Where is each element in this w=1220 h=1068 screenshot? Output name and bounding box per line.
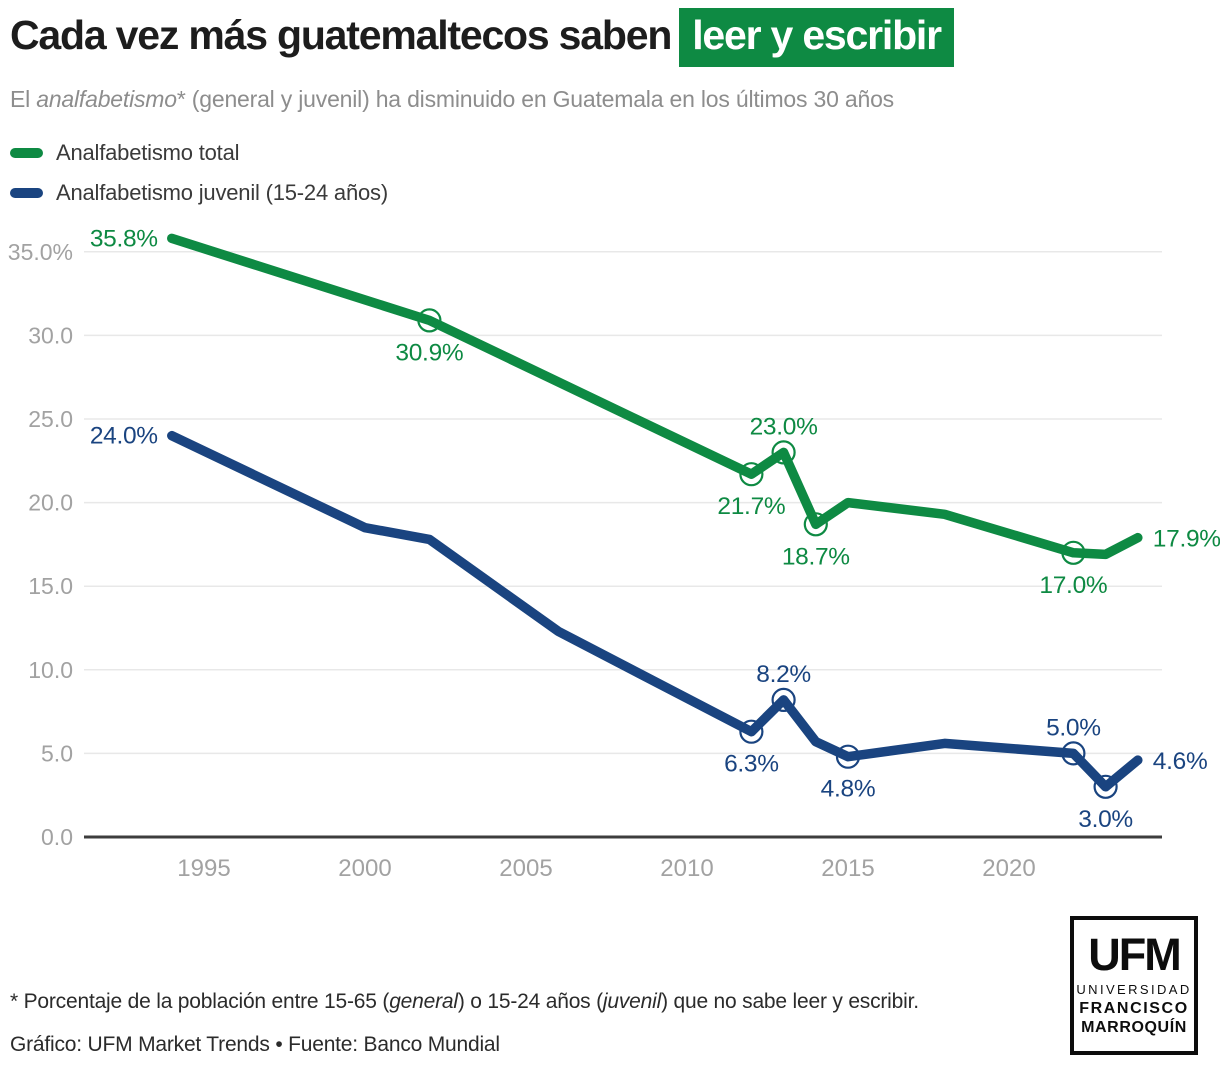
data-label-juvenil: 6.3% [724,751,779,778]
logo-ufm-text: UFM [1088,929,1181,981]
point-marker-total [739,462,764,487]
data-label-total: 23.0% [750,413,818,440]
y-tick-label: 25.0 [28,406,73,432]
y-tick-label: 20.0 [28,490,73,516]
y-tick-label: 15.0 [28,573,73,599]
subtitle-italic-word: analfabetismo [36,86,177,112]
point-marker-juvenil [1093,774,1118,799]
point-marker-total [417,308,442,333]
page-title-main: Cada vez más guatemaltecos saben [10,12,672,58]
legend-item-total: Analfabetismo total [10,140,388,166]
point-marker-total [803,512,828,537]
footnote-text-2: ) o 15-24 años ( [457,990,603,1013]
point-marker-total [1061,540,1086,565]
data-label-total: 35.8% [90,225,158,252]
legend-swatch-total-icon [10,148,43,158]
data-label-juvenil: 24.0% [90,423,158,450]
data-label-juvenil: 4.6% [1153,748,1208,775]
credit-line: Gráfico: UFM Market Trends • Fuente: Ban… [10,1033,500,1056]
y-tick-label: 35.0% [8,239,73,265]
data-label-total: 30.9% [395,339,463,366]
data-label-juvenil: 4.8% [821,776,876,803]
logo-francisco-text: FRANCISCO [1079,999,1189,1017]
data-label-juvenil: 5.0% [1046,714,1101,741]
y-tick-label: 30.0 [28,322,73,348]
footnote-text-3: ) que no sabe leer y escribir. [661,990,919,1013]
chart-subtitle: El analfabetismo* (general y juvenil) ha… [10,86,894,113]
legend-label-total: Analfabetismo total [56,140,240,165]
logo-marroquin-text: MARROQUÍN [1081,1018,1187,1036]
title-highlight: leer y escribir [679,8,954,67]
data-label-total: 17.0% [1039,572,1107,599]
page-title: Cada vez más guatemaltecos saben leer y e… [10,8,954,67]
footnote-italic-juvenil: juvenil [602,990,662,1013]
data-label-total: 17.9% [1153,526,1220,553]
logo-universidad-text: UNIVERSIDAD [1076,981,1192,997]
data-label-total: 21.7% [717,493,785,520]
series-line-total [167,233,1143,560]
footnote: * Porcentaje de la población entre 15-65… [10,990,919,1014]
legend-label-juvenil: Analfabetismo juvenil (15-24 años) [56,180,388,205]
ufm-logo: UFM UNIVERSIDAD FRANCISCO MARROQUÍN [1070,916,1198,1055]
data-label-juvenil: 3.0% [1078,806,1133,833]
point-marker-juvenil [835,744,861,769]
data-label-total: 18.7% [782,543,850,570]
footnote-text: * Porcentaje de la población entre 15-65… [10,990,390,1013]
legend-swatch-juvenil-icon [10,188,43,198]
y-tick-label: 5.0 [41,740,73,766]
legend-item-juvenil: Analfabetismo juvenil (15-24 años) [10,180,388,206]
subtitle-text: El [10,86,37,112]
x-tick-label: 1995 [177,855,230,882]
data-label-juvenil: 8.2% [756,661,811,688]
point-marker-juvenil [739,719,764,744]
point-marker-juvenil [1061,741,1086,766]
legend: Analfabetismo total Analfabetismo juveni… [10,140,388,206]
x-tick-label: 2000 [338,855,391,882]
footnote-italic-general: general [389,990,458,1013]
x-tick-label: 2020 [982,855,1035,882]
x-tick-label: 2005 [499,855,552,882]
point-marker-juvenil [771,687,796,713]
x-tick-label: 2015 [821,855,874,882]
series-line-juvenil [167,430,1143,792]
y-tick-label: 10.0 [28,657,73,683]
x-tick-label: 2010 [660,855,713,882]
point-marker-total [771,440,796,465]
y-tick-label: 0.0 [41,824,73,850]
subtitle-text-rest: * (general y juvenil) ha disminuido en G… [176,86,894,112]
